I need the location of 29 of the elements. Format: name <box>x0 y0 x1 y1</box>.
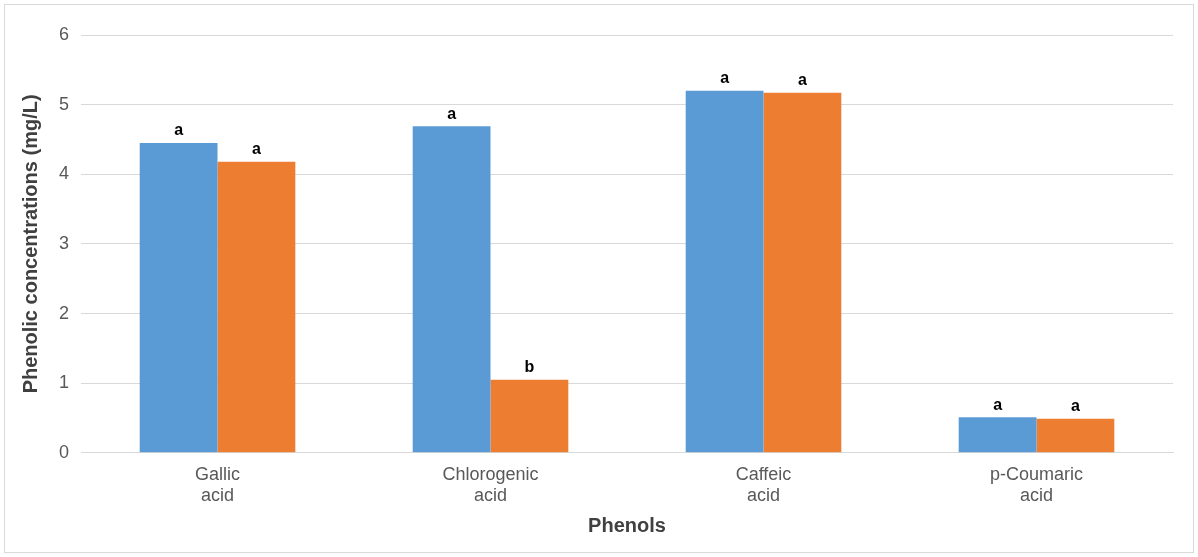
x-tick-label: Caffeic acid <box>735 463 792 506</box>
bar <box>1036 418 1115 453</box>
bar <box>490 379 569 453</box>
bar <box>763 92 842 453</box>
annotation: b <box>524 358 535 376</box>
x-tick-label: Gallic acid <box>195 463 241 506</box>
y-tick-label: 1 <box>59 372 70 393</box>
bar <box>217 161 296 453</box>
annotation: a <box>447 104 457 122</box>
annotation: a <box>720 69 730 87</box>
y-tick-label: 3 <box>59 232 70 253</box>
x-tick-label: Chlorogenic acid <box>442 463 539 506</box>
y-tick-label: 0 <box>59 441 70 462</box>
y-tick-label: 5 <box>59 93 70 114</box>
bar <box>412 126 491 453</box>
annotation: a <box>1070 397 1080 415</box>
x-tick-label: p-Coumaric acid <box>989 463 1084 506</box>
annotation: a <box>993 395 1003 413</box>
y-tick-label: 4 <box>59 163 70 184</box>
bar <box>958 417 1037 453</box>
annotation: a <box>174 121 184 139</box>
y-axis-title: Phenolic concentrations (mg/L) <box>18 94 41 394</box>
bar <box>685 90 764 453</box>
annotation: a <box>251 140 261 158</box>
bar <box>139 142 218 453</box>
y-tick-label: 2 <box>59 302 70 323</box>
annotation: a <box>797 71 807 89</box>
x-axis-title: Phenols <box>588 513 666 536</box>
y-tick-label: 6 <box>59 23 70 44</box>
